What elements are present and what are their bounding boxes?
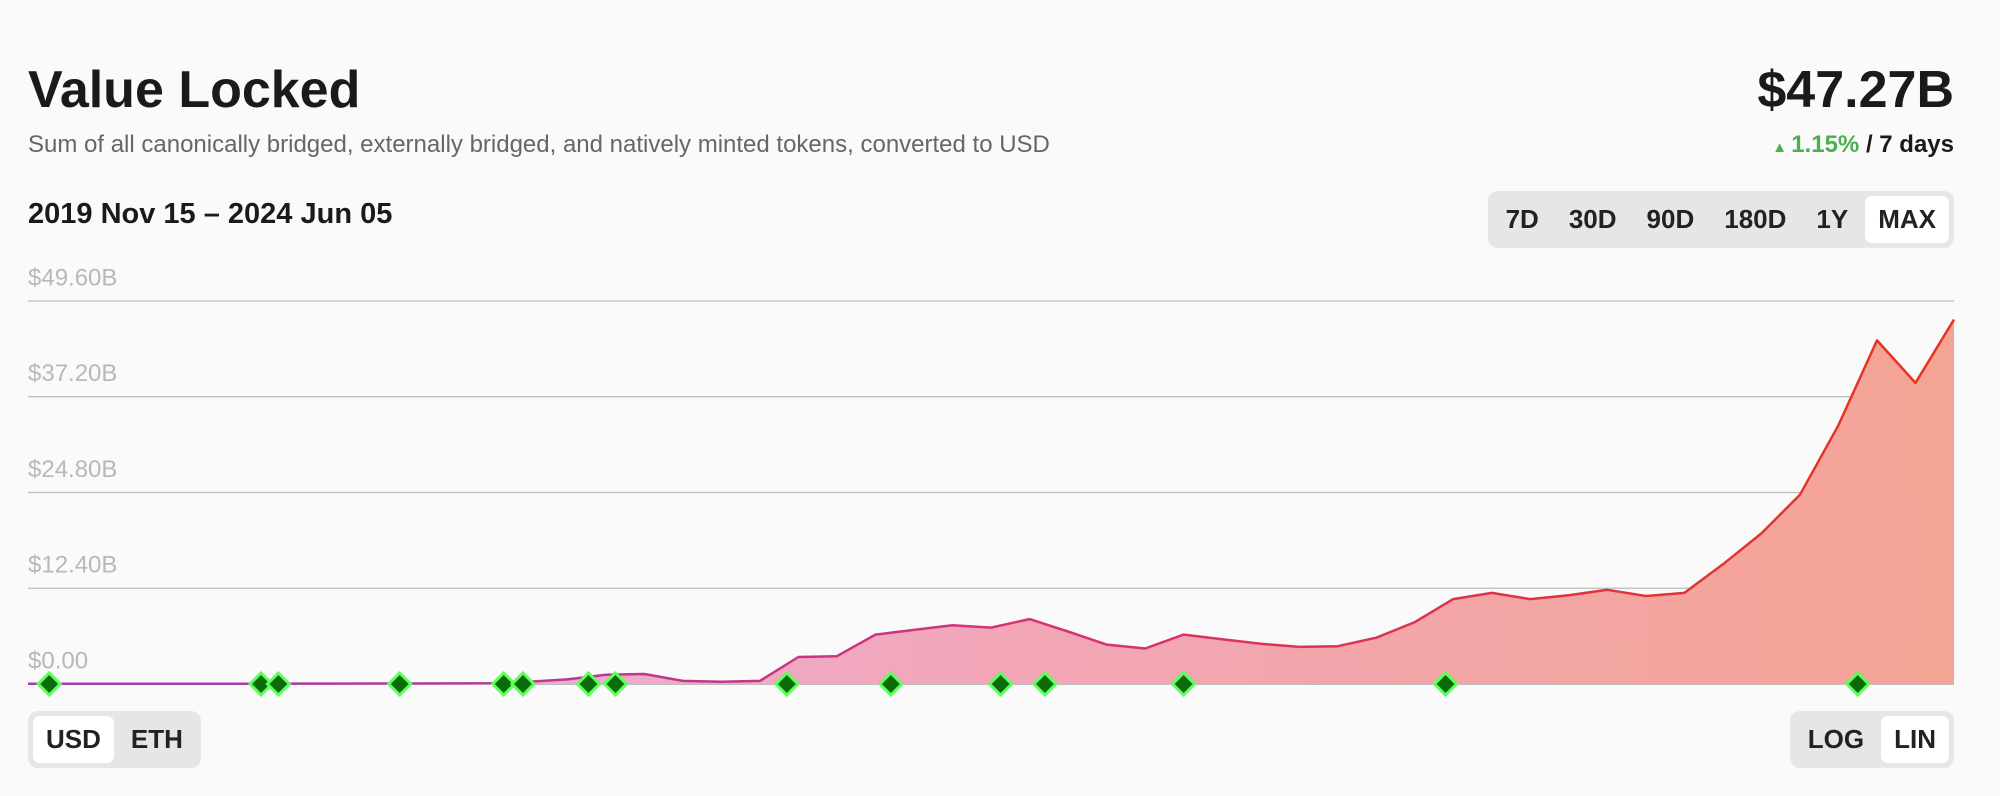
event-marker bbox=[575, 670, 602, 698]
event-marker bbox=[1844, 670, 1871, 698]
option-button[interactable]: USD bbox=[33, 716, 114, 763]
event-marker bbox=[490, 670, 517, 698]
area-fill bbox=[28, 319, 1954, 684]
change: ▲ 1.15% / 7 days bbox=[1772, 131, 1954, 159]
event-marker bbox=[602, 670, 629, 698]
change-percent: 1.15% bbox=[1791, 131, 1860, 158]
event-marker bbox=[987, 670, 1014, 698]
y-tick-label: $49.60B bbox=[28, 264, 117, 291]
y-tick-label: $0.00 bbox=[28, 647, 88, 674]
event-marker bbox=[265, 670, 292, 698]
option-button[interactable]: LOG bbox=[1807, 724, 1865, 754]
option-button[interactable]: 1Y bbox=[1816, 204, 1849, 234]
scale-selector: LOG LIN bbox=[1789, 711, 1954, 768]
event-marker bbox=[877, 670, 904, 698]
subtitle: Sum of all canonically bridged, external… bbox=[28, 131, 1050, 158]
option-button[interactable]: MAX bbox=[1865, 196, 1949, 243]
y-tick-label: $24.80B bbox=[28, 456, 117, 483]
option-button[interactable]: LIN bbox=[1881, 716, 1949, 763]
time-range-selector: 7D 30D 90D 180D 1Y MAX bbox=[1487, 191, 1954, 248]
unit-selector: USD ETH bbox=[28, 711, 201, 768]
total-value: $47.27B bbox=[1757, 61, 1954, 119]
option-button[interactable]: ETH bbox=[130, 724, 183, 754]
date-range: 2019 Nov 15 – 2024 Jun 05 bbox=[28, 198, 393, 230]
event-marker bbox=[773, 670, 800, 698]
title: Value Locked bbox=[28, 61, 361, 119]
event-marker bbox=[509, 670, 537, 698]
event-marker bbox=[36, 670, 63, 698]
area-line bbox=[28, 318, 1956, 686]
y-tick-label: $37.20B bbox=[28, 360, 117, 387]
event-marker bbox=[247, 670, 275, 698]
change-period: / 7 days bbox=[1865, 131, 1954, 158]
event-marker bbox=[1170, 670, 1197, 698]
option-button[interactable]: 90D bbox=[1646, 204, 1695, 234]
option-button[interactable]: 7D bbox=[1505, 204, 1539, 234]
option-button[interactable]: 180D bbox=[1724, 204, 1787, 234]
option-button[interactable]: 30D bbox=[1568, 204, 1617, 234]
event-marker bbox=[1031, 670, 1059, 698]
event-marker bbox=[386, 670, 413, 698]
y-tick-label: $12.40B bbox=[28, 552, 117, 579]
arrow: ▲ bbox=[1772, 139, 1792, 156]
event-marker bbox=[1432, 670, 1459, 698]
